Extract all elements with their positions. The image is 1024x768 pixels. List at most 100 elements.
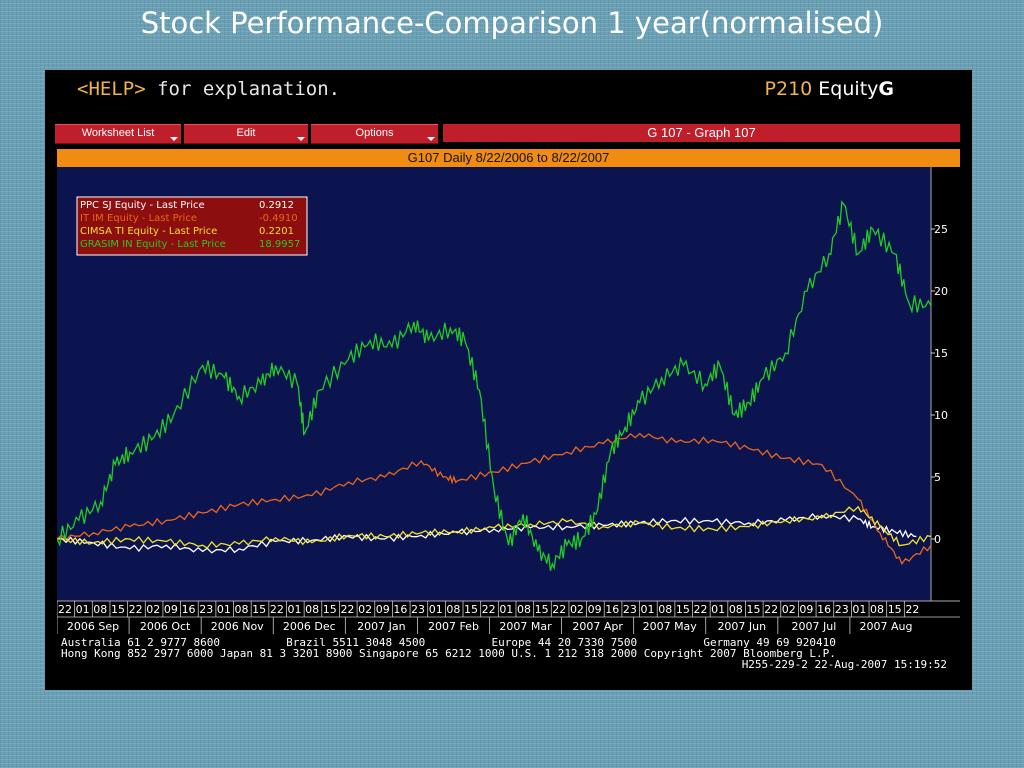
chart-subtitle: G107 Daily 8/22/2006 to 8/22/2007 — [57, 149, 960, 167]
x-tick-label: 09 — [588, 603, 602, 616]
x-tick-label: 01 — [499, 603, 513, 616]
help-text: for explanation. — [145, 78, 341, 100]
dropdown-arrow-icon — [427, 137, 435, 141]
x-tick-label: 09 — [376, 603, 390, 616]
x-tick-label: 15 — [746, 603, 760, 616]
x-tick-label: 16 — [182, 603, 196, 616]
x-tick-label: 09 — [164, 603, 178, 616]
x-tick-label: 16 — [817, 603, 831, 616]
month-label: 2006 Oct — [140, 620, 191, 633]
dropdown-arrow-icon — [297, 137, 305, 141]
graph-label: G 107 - Graph 107 — [443, 124, 960, 142]
month-label: 2006 Dec — [283, 620, 336, 633]
x-tick-label: 01 — [429, 603, 443, 616]
edit-button[interactable]: Edit — [184, 124, 308, 144]
x-tick-label: 22 — [552, 603, 566, 616]
x-tick-label: 02 — [358, 603, 372, 616]
edit-label: Edit — [236, 127, 256, 139]
x-tick-label: 16 — [393, 603, 407, 616]
y-tick-label: 0 — [934, 533, 941, 546]
help-line: <HELP> for explanation. — [77, 78, 340, 100]
bloomberg-terminal: <HELP> for explanation. P210 EquityG Wor… — [45, 70, 972, 690]
slide-title: Stock Performance-Comparison 1 year(norm… — [140, 6, 884, 40]
function-suffix: G — [878, 78, 894, 100]
month-label: 2007 Jan — [357, 620, 405, 633]
legend-box — [76, 196, 308, 256]
footer-line-2: Hong Kong 852 2977 6000 Japan 81 3 3201 … — [61, 647, 836, 660]
x-axis-panel — [57, 601, 960, 634]
dropdown-arrow-icon — [170, 137, 178, 141]
x-tick-label: 23 — [411, 603, 425, 616]
footer-line-1: Australia 61 2 9777 8600 Brazil 5511 304… — [61, 636, 836, 649]
x-tick-label: 16 — [605, 603, 619, 616]
x-tick-label: 22 — [482, 603, 496, 616]
x-tick-label: 15 — [535, 603, 549, 616]
y-axis-panel — [931, 167, 960, 601]
month-label: 2007 Feb — [428, 620, 479, 633]
legend-entry-name: IT IM Equity - Last Price — [80, 213, 197, 224]
function-code: P210 EquityG — [765, 78, 894, 100]
chart-area: 0 5 10 15 20 25 PPC SJ Equity - Last Price 0.29… — [56, 167, 960, 639]
options-label: Options — [355, 127, 394, 139]
function-name: Equity — [812, 78, 879, 100]
help-key[interactable]: <HELP> — [77, 78, 146, 100]
x-tick-label: 01 — [641, 603, 655, 616]
x-tick-label: 02 — [570, 603, 584, 616]
x-tick-label: 22 — [764, 603, 778, 616]
x-tick-label: 02 — [782, 603, 796, 616]
x-tick-label: 15 — [323, 603, 337, 616]
legend-entry-name: CIMSA TI Equity - Last Price — [80, 226, 217, 237]
x-tick-label: 22 — [129, 603, 143, 616]
chart-svg: 0 5 10 15 20 25 PPC SJ Equity - Last Price 0.29… — [56, 167, 960, 634]
x-tick-label: 23 — [199, 603, 213, 616]
y-tick-label: 5 — [934, 471, 941, 484]
x-tick-label: 22 — [340, 603, 354, 616]
x-tick-label: 22 — [58, 603, 72, 616]
month-label: 2006 Nov — [211, 620, 264, 633]
y-tick-label: 25 — [934, 223, 948, 236]
y-tick-label: 15 — [934, 347, 948, 360]
x-tick-label: 02 — [146, 603, 160, 616]
x-tick-label: 01 — [711, 603, 725, 616]
x-tick-label: 23 — [623, 603, 637, 616]
legend-entry-name: GRASIM IN Equity - Last Price — [80, 239, 226, 250]
x-tick-label: 22 — [270, 603, 284, 616]
x-tick-label: 22 — [905, 603, 919, 616]
month-label: 2007 Aug — [859, 620, 912, 633]
x-tick-label: 08 — [729, 603, 743, 616]
x-tick-label: 08 — [93, 603, 107, 616]
x-tick-label: 01 — [76, 603, 90, 616]
x-tick-label: 08 — [446, 603, 460, 616]
legend-entry-value: 0.2201 — [259, 226, 294, 237]
month-label: 2007 Jun — [717, 620, 766, 633]
legend-entry-name: PPC SJ Equity - Last Price — [80, 200, 205, 211]
x-tick-label: 15 — [111, 603, 125, 616]
x-tick-label: 08 — [305, 603, 319, 616]
footer-line-3: H255-229-2 22-Aug-2007 15:19:52 — [741, 658, 947, 671]
options-button[interactable]: Options — [311, 124, 438, 144]
series-line-2 — [56, 432, 932, 566]
x-tick-label: 08 — [517, 603, 531, 616]
month-label: 2007 Jul — [791, 620, 836, 633]
x-tick-label: 22 — [694, 603, 708, 616]
x-tick-label: 15 — [252, 603, 266, 616]
legend-entry-value: -0.4910 — [259, 213, 298, 224]
month-label: 2007 Mar — [499, 620, 552, 633]
legend-entry-value: 0.2912 — [259, 200, 294, 211]
worksheet-list-button[interactable]: Worksheet List — [55, 124, 181, 144]
x-tick-label: 23 — [835, 603, 849, 616]
month-label: 2006 Sep — [67, 620, 119, 633]
y-tick-label: 10 — [934, 409, 948, 422]
x-tick-label: 08 — [870, 603, 884, 616]
x-tick-label: 01 — [217, 603, 231, 616]
function-code-number: P210 — [764, 78, 813, 100]
x-tick-label: 15 — [464, 603, 478, 616]
x-tick-label: 15 — [888, 603, 902, 616]
x-tick-label: 08 — [658, 603, 672, 616]
month-label: 2007 May — [643, 620, 698, 633]
footer-contacts: Australia 61 2 9777 8600 Brazil 5511 304… — [61, 637, 947, 670]
worksheet-list-label: Worksheet List — [81, 127, 155, 139]
series-line-3 — [56, 505, 932, 549]
x-tick-label: 01 — [287, 603, 301, 616]
series-line-4 — [56, 200, 932, 571]
